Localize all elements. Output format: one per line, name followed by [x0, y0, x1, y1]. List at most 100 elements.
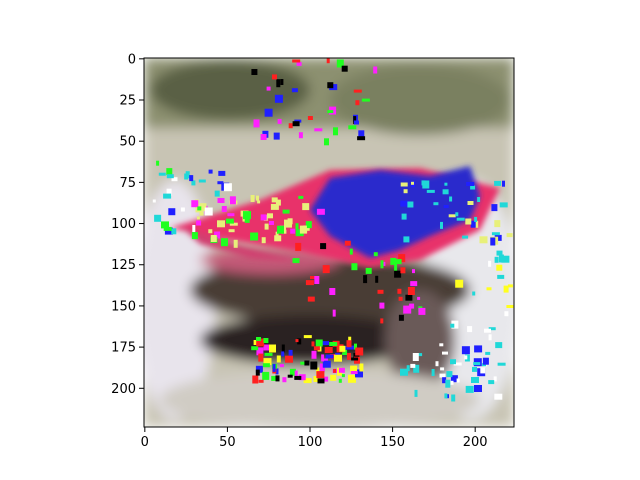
speckle [359, 363, 364, 372]
speckle [324, 138, 329, 146]
speckle [353, 89, 362, 93]
y-tick-label: 0 [128, 52, 136, 67]
speckle [431, 369, 435, 376]
speckle [507, 284, 513, 288]
speckle [338, 367, 345, 373]
speckle [479, 236, 488, 244]
speckle [390, 257, 397, 265]
speckle [327, 110, 334, 114]
speckle [196, 220, 202, 226]
speckle [260, 214, 267, 221]
speckle [499, 202, 508, 208]
speckle [298, 374, 306, 381]
speckle [354, 120, 359, 125]
speckle [281, 344, 285, 353]
speckle [189, 175, 194, 182]
speckle [403, 305, 412, 314]
speckle [314, 276, 320, 284]
speckle [299, 225, 307, 234]
speckle [233, 239, 238, 248]
speckle [506, 305, 514, 308]
speckle [330, 374, 337, 381]
speckle [400, 267, 406, 274]
speckle [311, 341, 315, 347]
speckle [287, 374, 293, 378]
speckle [494, 234, 502, 241]
speckle [166, 174, 174, 179]
speckle [400, 182, 408, 187]
speckle [480, 367, 486, 374]
speckle [284, 219, 292, 228]
speckle [275, 368, 279, 375]
speckle [290, 228, 296, 234]
speckle [348, 374, 356, 383]
speckle [422, 180, 430, 189]
speckle [439, 343, 444, 347]
speckle [196, 216, 200, 220]
speckle [280, 79, 284, 85]
speckle [218, 170, 226, 176]
speckle [344, 240, 351, 246]
speckle [276, 355, 281, 363]
speckle [191, 180, 196, 186]
speckle [296, 61, 302, 66]
speckle [409, 303, 415, 309]
speckle [418, 307, 426, 315]
speckle [403, 189, 408, 194]
speckle [488, 327, 496, 331]
speckle [449, 196, 453, 202]
speckle [455, 212, 459, 217]
speckle [346, 340, 352, 348]
speckle [292, 59, 301, 63]
speckle [229, 196, 236, 205]
speckle [250, 195, 255, 202]
speckle [470, 185, 476, 190]
speckle [341, 65, 348, 72]
speckle [365, 267, 372, 274]
speckle [400, 368, 408, 376]
speckle [180, 207, 185, 212]
speckle [228, 229, 235, 233]
speckle [329, 342, 338, 346]
speckle [225, 218, 234, 224]
speckle [256, 338, 265, 347]
color-speckles [152, 58, 514, 402]
speckle [400, 200, 409, 207]
speckle [291, 88, 298, 93]
speckle [444, 182, 448, 186]
speckle [501, 255, 510, 263]
speckle [319, 363, 325, 372]
speckle [502, 180, 505, 187]
speckle [282, 209, 290, 214]
speckle [464, 355, 468, 360]
speckle [450, 323, 455, 328]
speckle [269, 221, 274, 225]
speckle [361, 98, 370, 102]
speckle [506, 233, 513, 238]
speckle [373, 252, 378, 257]
speckle [398, 254, 406, 263]
speckle [191, 232, 198, 240]
speckle [497, 362, 506, 366]
speckle [355, 369, 363, 378]
image-plot-area [144, 58, 514, 427]
speckle [217, 181, 224, 185]
speckle [465, 385, 474, 393]
speckle [484, 328, 491, 333]
speckle [244, 215, 250, 223]
speckle [406, 365, 410, 372]
speckle [305, 221, 312, 229]
speckle [341, 374, 345, 378]
speckle [280, 364, 284, 368]
speckle [164, 227, 173, 235]
speckle [262, 371, 270, 380]
speckle [267, 213, 273, 219]
speckle [321, 341, 329, 346]
speckle [197, 206, 202, 211]
speckle [491, 204, 498, 212]
y-tick-label: 125 [111, 258, 136, 273]
speckle [171, 177, 178, 182]
speckle [307, 116, 313, 120]
speckle [223, 183, 232, 192]
speckle [503, 285, 509, 293]
